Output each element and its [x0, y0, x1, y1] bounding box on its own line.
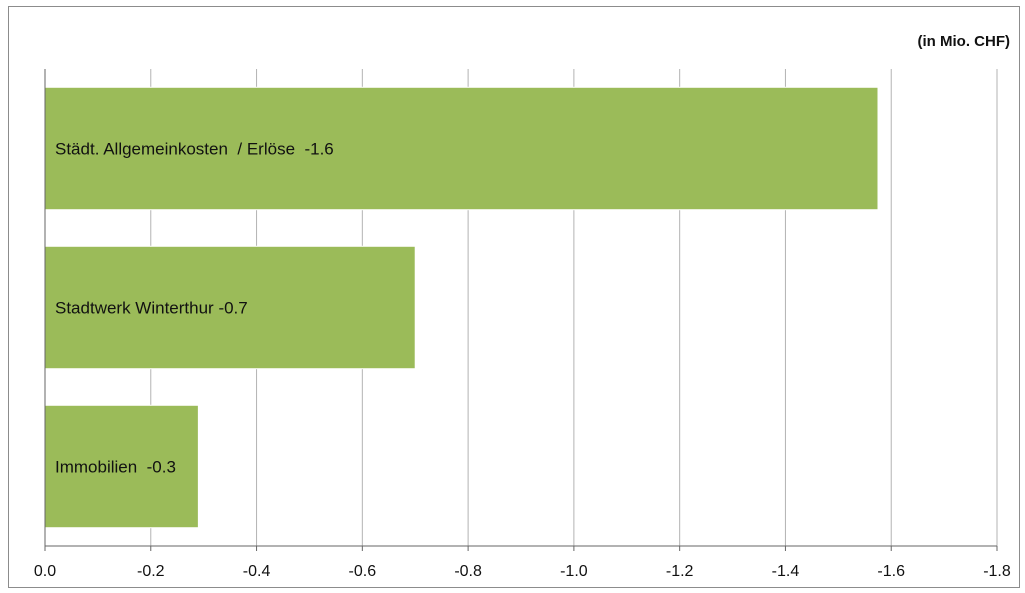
x-tick-label: -0.6 — [349, 563, 377, 580]
x-tick-label: -0.2 — [137, 563, 165, 580]
bar-data-label: Städt. Allgemeinkosten / Erlöse -1.6 — [55, 140, 334, 159]
x-tick-label: -1.8 — [983, 563, 1011, 580]
bar — [44, 245, 416, 370]
unit-label: (in Mio. CHF) — [917, 33, 1010, 50]
bar-data-label: Stadtwerk Winterthur -0.7 — [55, 299, 248, 318]
bar — [44, 404, 199, 529]
x-tick-label: -1.0 — [560, 563, 588, 580]
bar-data-label: Immobilien -0.3 — [55, 458, 176, 477]
x-tick-label: -0.8 — [454, 563, 482, 580]
x-tick-label: -1.4 — [772, 563, 800, 580]
x-tick-label: -1.2 — [666, 563, 694, 580]
x-tick-label: -0.4 — [243, 563, 271, 580]
x-tick-label: 0.0 — [34, 563, 56, 580]
x-tick-label: -1.6 — [877, 563, 905, 580]
bar — [44, 86, 879, 211]
